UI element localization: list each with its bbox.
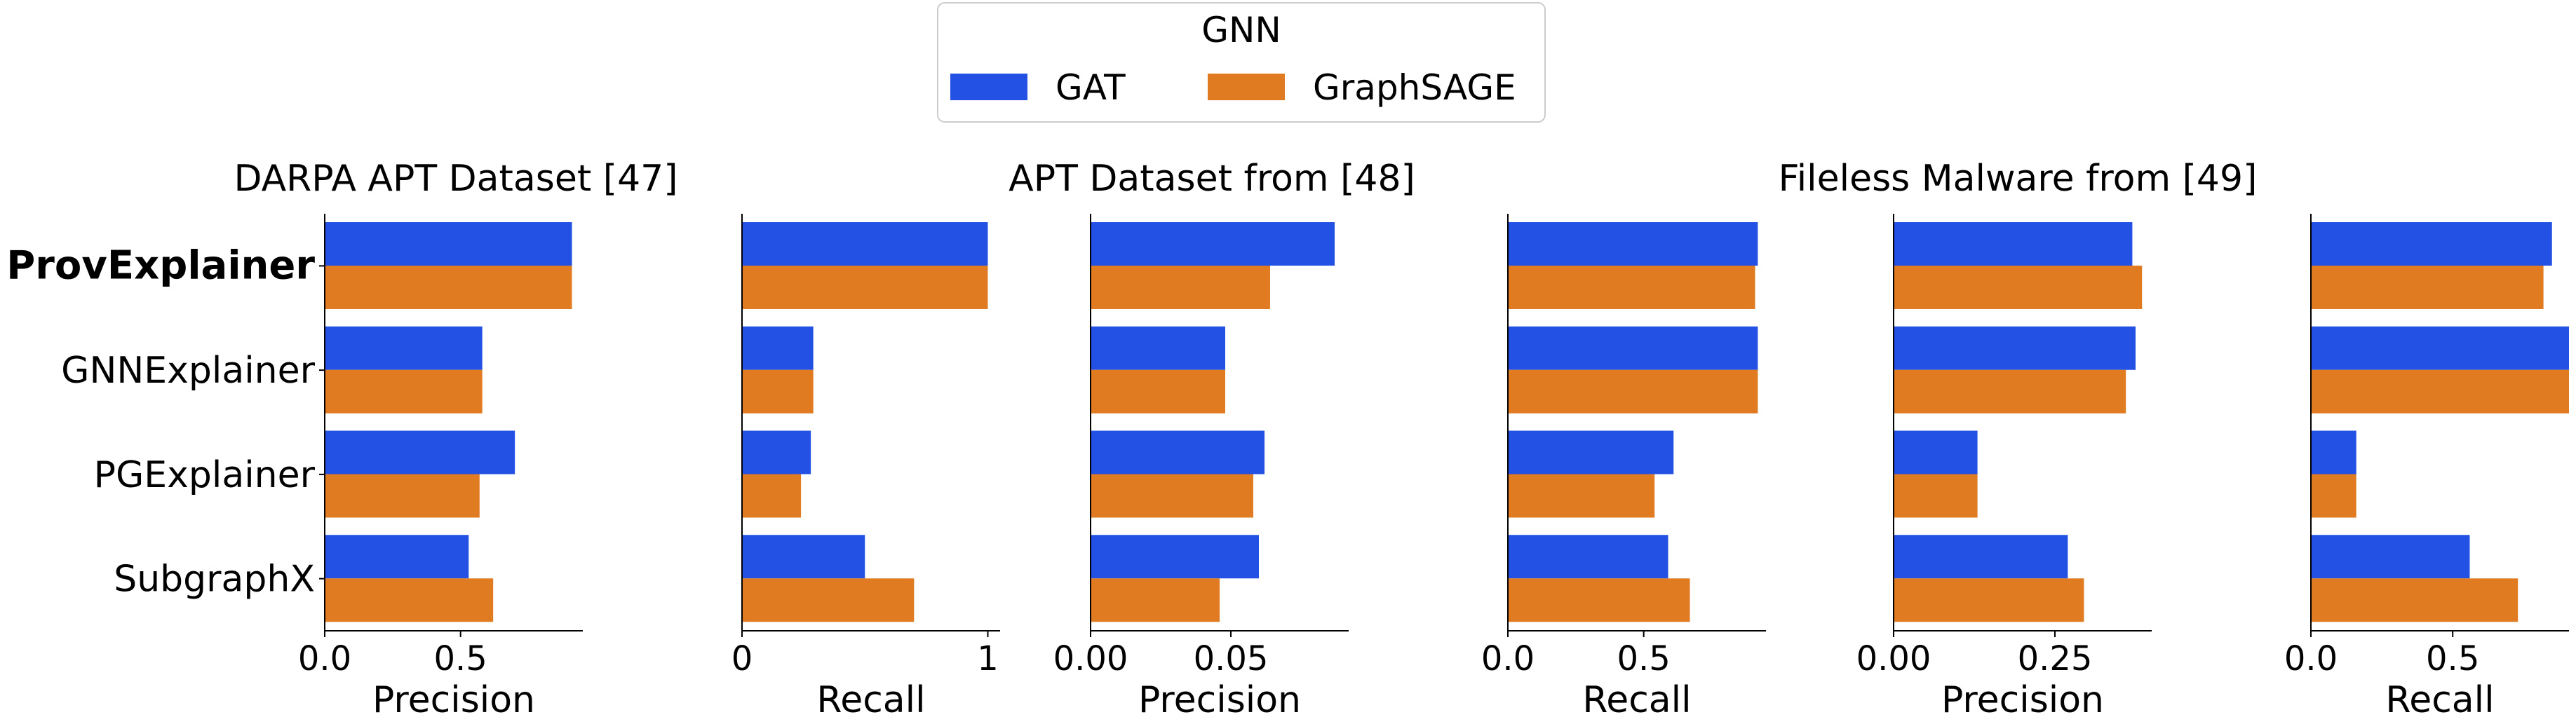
- bar-gat-provexplainer: [742, 222, 988, 266]
- bar-gat-gnnexplainer: [742, 326, 814, 370]
- legend-swatch-gat: [950, 74, 1027, 100]
- bar-gat-pgexplainer: [325, 430, 515, 474]
- x-tick-label: 0.00: [1053, 639, 1128, 678]
- legend-label-gat: GAT: [1056, 67, 1126, 108]
- x-axis-label: Precision: [372, 679, 535, 717]
- x-tick-label: 0.5: [434, 639, 487, 678]
- legend-frame: [937, 2, 1546, 123]
- bar-graphsage-provexplainer: [1508, 266, 1755, 309]
- bar-gat-pgexplainer: [1894, 430, 1978, 474]
- chart-panel-2: 0 1 Recall: [731, 214, 1000, 717]
- x-tick-label: 0: [731, 639, 753, 678]
- bar-gat-provexplainer: [325, 222, 572, 266]
- x-tick-label: 0.0: [2284, 639, 2338, 678]
- x-axis-label: Recall: [816, 679, 925, 717]
- x-tick-label: 0.25: [2018, 639, 2093, 678]
- y-tick-label-pgexplainer: PGExplainer: [94, 454, 316, 496]
- bar-gat-subgraphx: [2311, 535, 2470, 579]
- y-tick-label-provexplainer: ProvExplainer: [6, 243, 315, 288]
- legend-label-graphsage: GraphSAGE: [1313, 67, 1516, 108]
- bar-gat-gnnexplainer: [2311, 326, 2569, 370]
- bar-graphsage-pgexplainer: [1508, 474, 1655, 518]
- bar-graphsage-provexplainer: [2311, 266, 2544, 309]
- x-axis-label: Precision: [1941, 679, 2104, 717]
- bar-graphsage-subgraphx: [1508, 578, 1690, 622]
- bar-gat-subgraphx: [1894, 535, 2068, 579]
- y-tick-label-subgraphx: SubgraphX: [114, 559, 315, 601]
- bar-graphsage-gnnexplainer: [2311, 369, 2569, 414]
- bar-gat-pgexplainer: [1091, 430, 1265, 474]
- bar-graphsage-subgraphx: [1091, 578, 1220, 622]
- bar-gat-subgraphx: [1091, 535, 1259, 579]
- chart-title: APT Dataset from [48]: [1009, 158, 1415, 200]
- bar-gat-subgraphx: [1508, 535, 1668, 579]
- chart-title: DARPA APT Dataset [47]: [234, 158, 677, 200]
- bar-graphsage-pgexplainer: [325, 474, 480, 518]
- legend-swatch-graphsage: [1208, 74, 1285, 100]
- bar-graphsage-gnnexplainer: [1894, 369, 2126, 414]
- legend: GNN GAT GraphSAGE: [937, 2, 1546, 123]
- y-tick-label-gnnexplainer: GNNExplainer: [61, 350, 315, 392]
- bar-graphsage-pgexplainer: [2311, 474, 2356, 518]
- bar-gat-pgexplainer: [742, 430, 811, 474]
- bar-graphsage-provexplainer: [1091, 266, 1270, 309]
- bar-gat-provexplainer: [1894, 222, 2133, 266]
- bar-graphsage-provexplainer: [325, 266, 572, 309]
- x-axis-label: Recall: [2385, 679, 2494, 717]
- bar-graphsage-provexplainer: [1894, 266, 2143, 309]
- bar-graphsage-subgraphx: [1894, 578, 2084, 622]
- chart-title: Fileless Malware from [49]: [1779, 158, 2258, 200]
- bar-graphsage-subgraphx: [2311, 578, 2518, 622]
- bar-gat-gnnexplainer: [1508, 326, 1758, 370]
- bar-gat-subgraphx: [325, 535, 469, 579]
- x-axis-label: Recall: [1582, 679, 1691, 717]
- x-tick-label: 1: [977, 639, 999, 678]
- bar-graphsage-gnnexplainer: [1508, 369, 1758, 414]
- legend-title: GNN: [1201, 10, 1281, 50]
- x-tick-label: 0.0: [1481, 639, 1535, 678]
- bar-graphsage-pgexplainer: [1894, 474, 1978, 518]
- x-tick-label: 0.5: [1617, 639, 1671, 678]
- bar-gat-gnnexplainer: [1091, 326, 1225, 370]
- bar-gat-provexplainer: [1508, 222, 1758, 266]
- x-tick-label: 0.5: [2426, 639, 2479, 678]
- bar-gat-provexplainer: [1091, 222, 1335, 266]
- x-tick-label: 0.05: [1194, 639, 1269, 678]
- bar-graphsage-gnnexplainer: [325, 369, 483, 414]
- bar-graphsage-gnnexplainer: [742, 369, 814, 414]
- bar-graphsage-subgraphx: [742, 578, 915, 622]
- x-axis-label: Precision: [1138, 679, 1301, 717]
- bar-graphsage-pgexplainer: [1091, 474, 1253, 518]
- bar-graphsage-gnnexplainer: [1091, 369, 1225, 414]
- x-tick-label: 0.0: [298, 639, 351, 678]
- bar-gat-pgexplainer: [1508, 430, 1674, 474]
- bar-gat-subgraphx: [742, 535, 865, 579]
- bar-gat-gnnexplainer: [1894, 326, 2136, 370]
- bar-graphsage-provexplainer: [742, 266, 988, 309]
- bar-gat-gnnexplainer: [325, 326, 483, 370]
- chart-panels: 0.0 0.5PrecisionProvExplainerGNNExplainer…: [6, 158, 2569, 717]
- bar-gat-pgexplainer: [2311, 430, 2356, 474]
- bar-graphsage-pgexplainer: [742, 474, 802, 518]
- x-tick-label: 0.00: [1856, 639, 1931, 678]
- bar-gat-provexplainer: [2311, 222, 2552, 266]
- bar-graphsage-subgraphx: [325, 578, 494, 622]
